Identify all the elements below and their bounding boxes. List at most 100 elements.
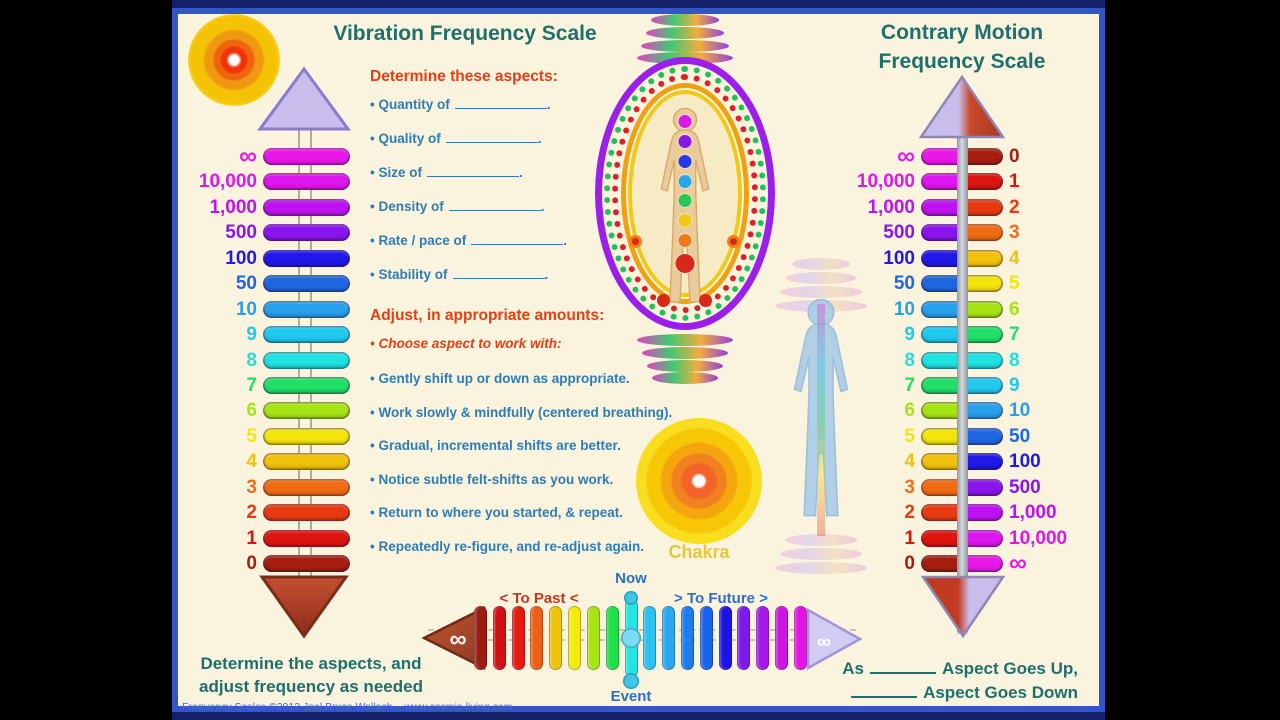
scale-row: 3 [178, 476, 350, 498]
contrary-scale-row: 100 4 [845, 247, 1091, 269]
caption-line1: As Aspect Goes Up, [818, 657, 1078, 681]
scale-row: 50 [178, 274, 350, 293]
scale-row: 4 [178, 451, 350, 473]
scale-bar [263, 529, 350, 547]
chakra-label: Chakra [668, 542, 730, 562]
scale-bar [263, 376, 350, 394]
now-marker-dot [624, 591, 638, 605]
scale-row: 10 [178, 300, 350, 319]
contrary-scale-row: 10,000 1 [845, 172, 1091, 191]
adjust-item: Return to where you started, & repeat. [370, 505, 672, 521]
blank-line [448, 198, 541, 211]
right-title-line2: Frequency Scale [878, 50, 1046, 73]
chakra-dot [678, 194, 692, 208]
scale-bar [263, 300, 350, 318]
scale-row: 10,000 [178, 171, 350, 193]
left-value-label: 5 [904, 425, 915, 447]
contrary-scale-row: 10 6 [845, 300, 1091, 319]
scale-bar [263, 198, 350, 216]
human-silhouette-icon [793, 298, 848, 517]
right-value-label: 4 [1009, 247, 1020, 269]
caption-goes-down: Aspect Goes Down [923, 683, 1078, 702]
left-value-label: 6 [904, 400, 915, 422]
energy-disc [784, 534, 857, 546]
aspect-period: . [537, 131, 542, 146]
scale-bar [263, 555, 350, 572]
left-value-label: ∞ [897, 142, 915, 170]
contrary-scale-row: 4 100 [845, 451, 1091, 473]
scale-bar [263, 504, 350, 522]
blank-line [445, 130, 538, 143]
right-scale-title: Contrary Motion Frequency Scale [862, 18, 1062, 76]
adjust-item: Work slowly & mindfully (centered breath… [370, 405, 672, 421]
aura-ring [604, 66, 766, 321]
chakra-dot [678, 174, 692, 188]
aura-disc [651, 14, 719, 26]
aspect-period: . [540, 199, 545, 214]
chakra-dot [678, 115, 692, 128]
aspect-item: Density of. [370, 198, 567, 215]
left-value-label: 3 [904, 476, 915, 498]
infinity-symbol: ∞ [449, 626, 466, 653]
caption-goes-up: Aspect Goes Up, [941, 659, 1078, 678]
scale-value-label: 100 [225, 247, 257, 269]
event-label: Event [610, 688, 652, 705]
timeline-bar [586, 606, 600, 670]
adjust-item: Repeatedly re-figure, and re-adjust agai… [370, 539, 672, 555]
chakra-sun-icon [636, 418, 762, 544]
scale-value-label: 4 [246, 451, 257, 473]
scale-row: 6 [178, 400, 350, 422]
foot-chakra-dot [699, 294, 712, 307]
timeline-bar [474, 606, 487, 670]
to-future-label: > To Future > [674, 590, 768, 607]
scale-row: 1 [178, 529, 350, 548]
down-arrow-icon [259, 575, 349, 639]
left-value-label: 7 [904, 374, 915, 396]
scale-value-label: 3 [246, 476, 257, 498]
timeline-bar [549, 606, 563, 670]
left-value-label: 8 [904, 349, 915, 371]
aspect-label: Size of [378, 165, 422, 180]
blank-line [851, 683, 918, 698]
scale-value-label: 8 [246, 349, 257, 371]
scale-bar [263, 173, 350, 191]
aspects-header: Determine these aspects: [370, 68, 558, 85]
scale-value-label: 1,000 [209, 196, 257, 218]
left-value-label: 4 [904, 451, 915, 473]
scale-value-label: 0 [246, 553, 257, 574]
aura-disc [637, 334, 733, 346]
scale-bar [263, 249, 350, 267]
aspect-item: Rate / pace of. [370, 232, 567, 249]
energy-disc [774, 562, 867, 574]
aura-ring [612, 74, 758, 313]
timeline-bar [492, 606, 506, 670]
left-value-label: 500 [883, 222, 915, 244]
left-scale-title: Vibration Frequency Scale [333, 22, 597, 45]
timeline-bar [775, 606, 788, 670]
aspect-item: Quality of. [370, 130, 567, 147]
right-value-label: 7 [1009, 324, 1020, 346]
contrary-scale-row: 1,000 2 [845, 198, 1091, 217]
timeline-bar [718, 606, 732, 670]
timeline-dashed-line [428, 639, 856, 641]
aura-disc [646, 27, 724, 39]
scale-bar [263, 402, 350, 420]
caption-line2: Aspect Goes Down [818, 681, 1078, 705]
aspect-label: Quality of [378, 131, 441, 146]
sun-icon [188, 14, 280, 106]
energy-body-figure [763, 258, 878, 578]
chakra-dot [678, 214, 692, 228]
scale-value-label: 10,000 [198, 171, 257, 193]
scale-value-label: 6 [246, 400, 257, 422]
scale-value-label: 5 [246, 425, 257, 447]
aura-rings [595, 57, 775, 330]
future-infinity-arrow-icon: ∞ [806, 608, 862, 670]
aura-ring [621, 83, 749, 304]
adjust-header: Adjust, in appropriate amounts: [370, 307, 605, 324]
chakra-dot [678, 154, 692, 168]
right-value-label: 3 [1009, 222, 1020, 244]
aura-disc [647, 360, 723, 372]
timeline-bar [530, 606, 544, 670]
